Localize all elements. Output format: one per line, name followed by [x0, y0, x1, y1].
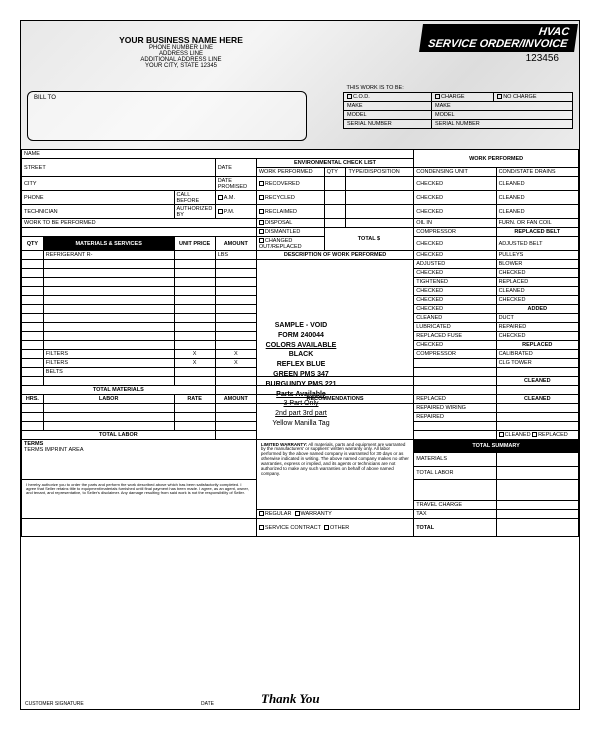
- work-type-box: THIS WORK IS TO BE: C.O.D. CHARGE NO CHA…: [343, 84, 573, 129]
- opt-nocharge[interactable]: NO CHARGE: [494, 93, 573, 102]
- bill-to-box[interactable]: BILL TO: [27, 91, 307, 141]
- warranty-box: LIMITED WARRANTY: All materials, parts a…: [256, 440, 413, 510]
- field-name[interactable]: NAME: [22, 150, 414, 159]
- business-header: YOUR BUSINESS NAME HERE PHONE NUMBER LIN…: [81, 35, 281, 69]
- bill-to-label: BILL TO: [34, 95, 56, 101]
- sample-void-stamp: SAMPLE - VOID FORM 240044 COLORS AVAILAB…: [226, 321, 376, 429]
- workis-title: THIS WORK IS TO BE:: [344, 84, 573, 93]
- invoice-form: HVAC SERVICE ORDER/INVOICE 123456 YOUR B…: [20, 20, 580, 710]
- opt-charge[interactable]: CHARGE: [432, 93, 494, 102]
- invoice-number: 123456: [526, 53, 559, 64]
- main-grid: NAME WORK PERFORMED STREET DATE ENVIRONM…: [21, 149, 579, 709]
- opt-cod[interactable]: C.O.D.: [344, 93, 432, 102]
- banner-line1: HVAC: [429, 26, 570, 38]
- thank-you: Thank You: [261, 691, 320, 707]
- wp-title: WORK PERFORMED: [414, 150, 579, 168]
- terms-box[interactable]: TERMS TERMS IMPRINT AREA: [22, 440, 257, 480]
- title-banner: HVAC SERVICE ORDER/INVOICE: [419, 24, 578, 52]
- auth-fine: I hereby authorize you to order the part…: [22, 480, 257, 519]
- signature-label: CUSTOMER SIGNATURE: [25, 701, 84, 707]
- biz-line-3: YOUR CITY, STATE 12345: [81, 63, 281, 69]
- business-name: YOUR BUSINESS NAME HERE: [81, 35, 281, 45]
- date-label: DATE: [201, 701, 214, 707]
- banner-line2: SERVICE ORDER/INVOICE: [427, 38, 568, 50]
